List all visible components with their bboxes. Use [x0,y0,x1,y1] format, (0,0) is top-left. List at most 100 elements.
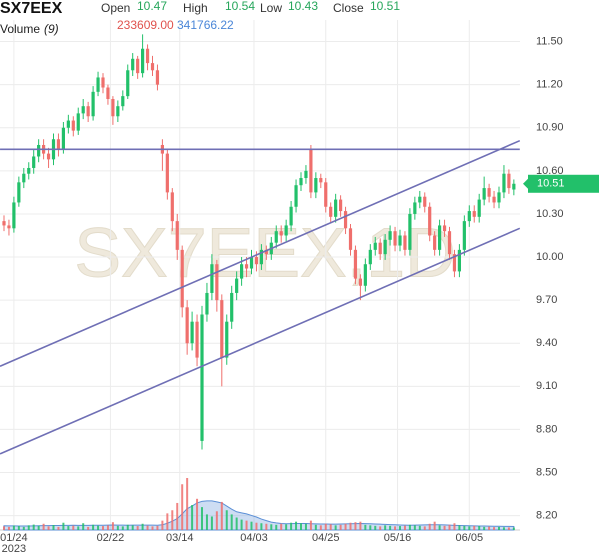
candle-body [170,192,174,222]
candle-body [457,249,461,272]
volume-bar [399,526,401,530]
candle-body [81,106,85,114]
volume-bar [374,525,377,530]
candle-body [145,48,150,64]
volume-bar [12,525,15,530]
volume-bar [265,523,268,530]
candle-body [309,149,313,193]
candle-body [106,87,110,100]
volume-bar [403,525,406,530]
volume-bar [369,525,372,530]
candle-body [388,231,392,240]
candle-body [116,106,120,117]
candle-body [244,264,249,269]
x-year-label: 2023 [2,543,26,555]
candle-body [56,139,61,150]
y-tick-label: 10.60 [536,165,564,177]
ohlc-value: 10.43 [288,0,318,13]
last-price-label: 10.51 [537,178,565,190]
volume-bar [215,511,218,530]
candle-body [482,188,486,200]
x-tick-label: 01/24 [0,532,28,544]
volume-bar [52,525,55,530]
volume-bar [210,516,213,530]
candle-body [230,292,234,322]
candle-body [32,156,36,168]
y-tick-label: 8.20 [536,510,557,522]
candle-body [185,307,189,344]
candle-body [487,188,491,197]
candle-body [190,321,194,344]
volume-bar [304,523,307,530]
candle-body [324,182,328,207]
candle-body [7,225,11,229]
volume-bar [354,522,357,530]
candle-body [46,153,51,160]
candle-body [304,170,308,179]
candle-body [472,211,476,217]
volume-bar [443,525,446,530]
ohlc-value: 10.47 [137,0,167,13]
volume-bar [339,524,342,530]
candle-body [17,182,21,203]
volume-bar [384,525,387,530]
volume-bar [106,525,109,530]
volume-bar [97,525,100,530]
volume-bar [334,525,337,530]
candle-body [393,231,397,246]
volume-bar [433,521,436,530]
volume-bar [285,524,288,530]
volume-bar [423,526,426,530]
candle-body [126,70,130,97]
candle-body [71,120,75,131]
candle-body [294,185,298,207]
volume-bar [42,523,45,530]
ohlc-label: Open [101,1,130,15]
background-layer [0,20,520,530]
volume-bar [428,523,431,530]
y-tick-label: 9.40 [536,337,557,349]
candle-body [403,235,407,250]
volume-bar [131,525,134,530]
candle-body [165,153,169,193]
volume-bar [329,524,332,530]
candle-body [438,225,442,250]
volume-bar [141,523,144,530]
volume-bar [161,520,164,530]
volume-bar [364,524,367,530]
volume-bar [463,525,466,530]
candle-body [264,249,268,255]
volume-bar [196,498,199,530]
candle-body [512,183,516,190]
volume-bar [3,526,5,530]
y-tick-label: 11.50 [536,35,563,47]
candle-body [492,196,496,203]
volume-bar [176,502,179,530]
trend-line [0,227,521,455]
candle-body [497,192,501,203]
volume-bar [512,527,515,530]
candle-body [150,63,155,71]
volume-bar [62,522,65,530]
volume-bar [37,525,40,530]
candle-body [195,321,199,358]
candle-body [136,58,140,74]
trend-line [0,139,521,367]
candle-body [175,221,179,250]
volume-bar [126,524,129,530]
volume-bar [468,526,471,530]
y-tick-label: 10.00 [536,251,564,263]
candle-body [279,231,283,236]
candle-body [210,264,214,293]
volume-bar [260,523,263,530]
volume-bar [448,524,451,530]
volume-bar [275,524,278,530]
x-tick-label: 05/16 [384,532,412,544]
volume-bar [394,526,397,530]
candle-body [66,120,70,128]
candle-body [235,278,239,293]
candle-body [467,211,471,222]
candle-body [442,225,447,232]
volume-bar [502,527,505,530]
candle-body [418,196,422,203]
